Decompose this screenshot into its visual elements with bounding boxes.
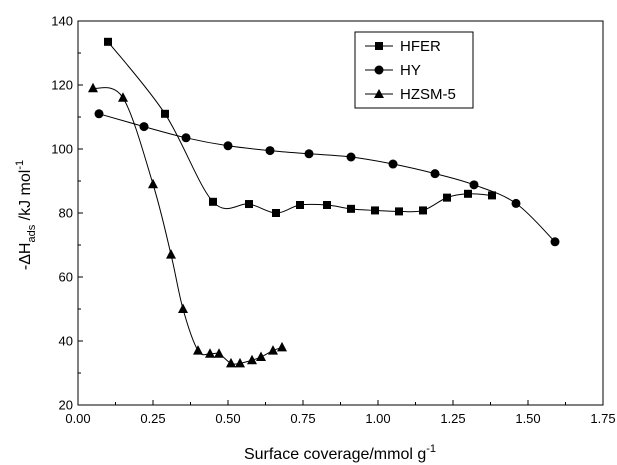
x-tick-label: 0.75 [290, 411, 315, 426]
y-axis-title-sub: ads [26, 224, 38, 242]
data-point-hy [550, 237, 560, 247]
data-point-hfer [395, 207, 403, 216]
x-axis-title-sup: -1 [426, 443, 436, 455]
x-axis-ticks: 0.00 0.25 0.50 0.75 1.00 1.25 1.50 1.75 [65, 400, 616, 426]
series-hfer [104, 37, 496, 217]
data-point-hzsm5 [148, 178, 158, 189]
y-tick-label: 100 [51, 142, 73, 157]
data-point-hzsm5 [235, 357, 245, 368]
data-point-hfer [272, 209, 280, 217]
data-point-hy [388, 159, 398, 169]
x-tick-label: 1.25 [440, 411, 465, 426]
data-point-hzsm5 [214, 348, 224, 358]
series-line-hzsm5 [92, 87, 283, 365]
y-tick-label: 120 [51, 78, 73, 93]
x-tick-label: 0.50 [215, 411, 240, 426]
legend-label-hfer: HFER [400, 38, 441, 55]
data-point-hy [94, 109, 104, 119]
data-point-hy [469, 180, 479, 190]
x-tick-label: 1.00 [365, 411, 390, 426]
data-point-hy [511, 198, 521, 208]
data-point-hfer [443, 193, 451, 202]
data-point-hfer [347, 204, 355, 213]
y-axis-ticks: 20 40 60 80 100 120 140 [51, 14, 83, 413]
data-point-hfer [161, 109, 169, 118]
y-tick-label: 140 [51, 14, 73, 29]
legend: HFER HY HZSM-5 [354, 31, 474, 109]
series-hzsm5 [88, 82, 287, 368]
data-point-hfer [419, 206, 427, 215]
y-tick-label: 60 [59, 270, 73, 285]
plot-frame [77, 20, 604, 406]
y-axis-title-sup: -1 [14, 160, 26, 170]
data-point-hzsm5 [205, 348, 215, 358]
data-point-hy [304, 149, 314, 159]
legend-marker-square [375, 42, 383, 50]
data-point-hy [346, 152, 356, 162]
data-point-hy [181, 133, 191, 143]
data-point-hzsm5 [277, 341, 287, 352]
data-point-hfer [245, 200, 253, 209]
series-line-hfer [107, 41, 493, 214]
x-axis-title: Surface coverage/mmol g-1 [244, 443, 436, 463]
data-point-hfer [296, 201, 304, 209]
data-point-hfer [104, 37, 112, 46]
data-point-hzsm5 [247, 354, 257, 365]
data-point-hfer [323, 201, 331, 209]
data-point-hfer [371, 206, 379, 215]
legend-label-hy: HY [400, 62, 421, 79]
data-point-hfer [464, 189, 472, 198]
legend-marker-circle [374, 65, 384, 75]
x-tick-label: 1.50 [515, 411, 540, 426]
data-point-hzsm5 [178, 303, 188, 313]
data-point-hzsm5 [193, 345, 203, 355]
series-line-hy [98, 113, 556, 243]
x-tick-label: 0.00 [65, 411, 90, 426]
data-point-hy [430, 169, 440, 179]
data-point-hzsm5 [226, 357, 236, 368]
legend-label-hzsm5: HZSM-5 [400, 86, 456, 103]
data-point-hy [265, 146, 275, 156]
data-point-hy [139, 122, 149, 132]
x-axis-title-main: Surface coverage/mmol g [244, 446, 426, 463]
y-axis-title: -ΔHads /kJ mol-1 [14, 160, 38, 270]
y-tick-label: 80 [59, 206, 73, 221]
x-tick-label: 0.25 [140, 411, 165, 426]
y-axis-title-main: -ΔH [17, 243, 34, 271]
data-point-hzsm5 [166, 249, 176, 259]
x-tick-label: 1.75 [590, 411, 615, 426]
data-point-hfer [209, 197, 217, 206]
legend-entry-hfer: HFER [365, 38, 441, 55]
series-layer [88, 37, 560, 368]
data-point-hzsm5 [118, 92, 128, 102]
series-hy [94, 109, 560, 247]
data-point-hzsm5 [256, 351, 266, 361]
y-axis-title-unit: /kJ mol [17, 170, 34, 225]
legend-entry-hy: HY [365, 62, 421, 79]
legend-entry-hzsm5: HZSM-5 [365, 86, 456, 103]
data-point-hzsm5 [268, 345, 278, 355]
y-tick-label: 20 [59, 398, 73, 413]
data-point-hfer [488, 191, 496, 200]
y-tick-label: 40 [59, 334, 73, 349]
data-point-hy [223, 141, 233, 151]
data-point-hzsm5 [88, 82, 98, 93]
legend-marker-triangle [374, 89, 384, 98]
